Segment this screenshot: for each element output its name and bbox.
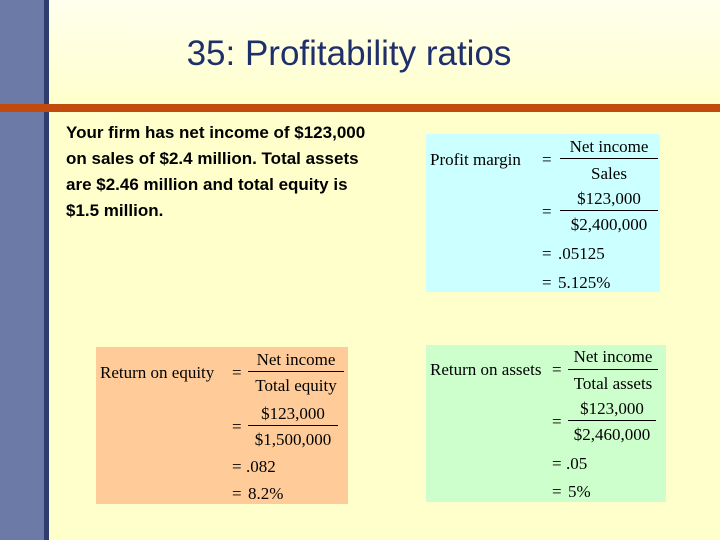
- value-numerator: $123,000: [261, 404, 325, 423]
- equals-sign: =: [232, 484, 242, 503]
- equals-sign: =: [552, 412, 562, 431]
- equals-sign: =: [232, 417, 242, 436]
- percent-result: 5%: [568, 482, 591, 501]
- value-numerator: $123,000: [577, 189, 641, 208]
- fraction-bar: [568, 420, 656, 421]
- slide-title: 35: Profitability ratios: [186, 34, 512, 73]
- decimal-result: .082: [246, 457, 276, 476]
- formula-numerator: Net income: [569, 137, 649, 156]
- fraction-bar: [248, 425, 338, 426]
- profit-margin-label: Profit margin: [430, 150, 521, 169]
- decimal-result: .05: [566, 454, 588, 473]
- formula-denominator: Total equity: [255, 376, 337, 395]
- formula-denominator: Sales: [591, 164, 627, 183]
- fraction-bar: [248, 371, 344, 372]
- equals-sign: =: [542, 202, 552, 221]
- fraction-bar: [568, 369, 658, 370]
- fraction-bar: [560, 210, 658, 211]
- formula-denominator: Total assets: [573, 374, 653, 393]
- return-on-assets-box: Return on assets = Net income Total asse…: [426, 345, 666, 502]
- equals-sign: =: [542, 273, 552, 292]
- return-on-equity-box: Return on equity = Net income Total equi…: [96, 347, 348, 504]
- left-decor-edge: [44, 0, 49, 540]
- left-decor-bar: [0, 0, 44, 540]
- value-denominator: $2,400,000: [570, 215, 648, 234]
- value-denominator: $1,500,000: [254, 430, 332, 449]
- title-area: [49, 0, 720, 104]
- title-rule: [0, 104, 720, 112]
- problem-statement: Your firm has net income of $123,000 on …: [66, 123, 366, 220]
- percent-result: 8.2%: [248, 484, 284, 503]
- equals-sign: =: [232, 363, 242, 382]
- equals-sign: =: [542, 150, 552, 169]
- equals-sign: =: [552, 360, 562, 379]
- percent-result: 5.125%: [558, 273, 611, 292]
- decimal-result: .05125: [558, 244, 605, 263]
- formula-numerator: Net income: [256, 350, 336, 369]
- value-numerator: $123,000: [580, 399, 644, 418]
- equals-sign: =: [552, 454, 562, 473]
- equals-sign: =: [232, 457, 242, 476]
- roa-label: Return on assets: [430, 360, 542, 379]
- value-denominator: $2,460,000: [573, 425, 651, 444]
- roe-label: Return on equity: [100, 363, 215, 382]
- profit-margin-box: Profit margin = Net income Sales $123,00…: [426, 134, 660, 292]
- equals-sign: =: [542, 244, 552, 263]
- formula-numerator: Net income: [573, 347, 653, 366]
- equals-sign: =: [552, 482, 562, 501]
- fraction-bar: [560, 158, 658, 159]
